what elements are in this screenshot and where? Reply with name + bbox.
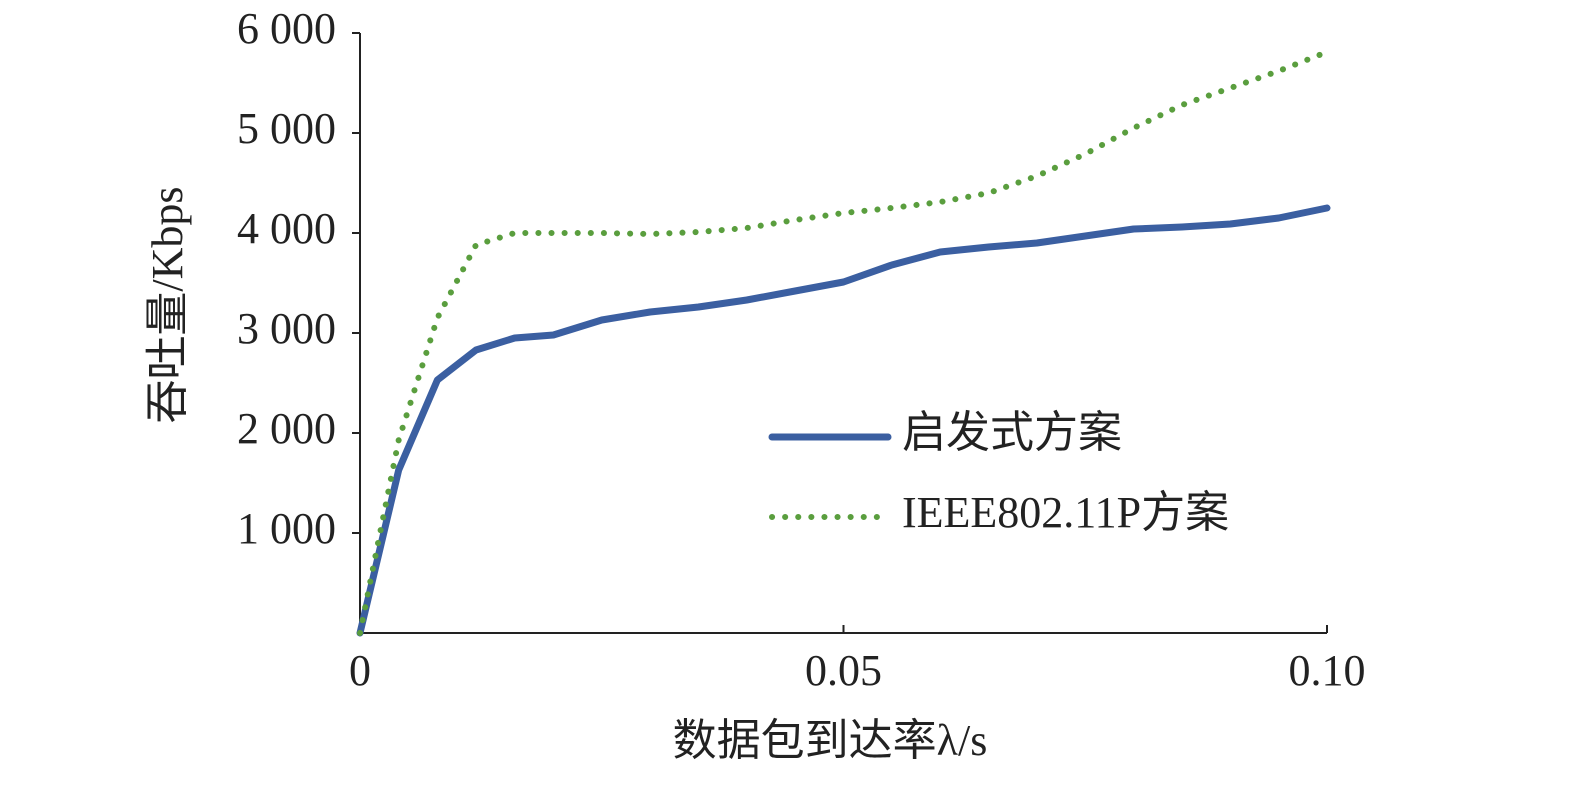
legend-label: 启发式方案: [902, 408, 1122, 457]
y-tick-label: 4 000: [237, 204, 336, 253]
y-tick-label: 2 000: [237, 404, 336, 453]
y-tick-label: 5 000: [237, 104, 336, 153]
series-line: [356, 204, 1331, 637]
x-tick-label: 0.05: [805, 646, 882, 695]
y-tick-label: 6 000: [237, 4, 336, 53]
y-axis-label: 吞吐量/Kbps: [143, 186, 192, 423]
x-tick-label: 0.10: [1289, 646, 1366, 695]
x-tick-label: 0: [349, 646, 371, 695]
x-axis-label: 数据包到达率λ/s: [673, 716, 988, 765]
y-tick-label: 1 000: [237, 504, 336, 553]
y-tick-label: 3 000: [237, 304, 336, 353]
series-line: [357, 49, 1330, 636]
legend-label: IEEE802.11P方案: [902, 488, 1229, 537]
